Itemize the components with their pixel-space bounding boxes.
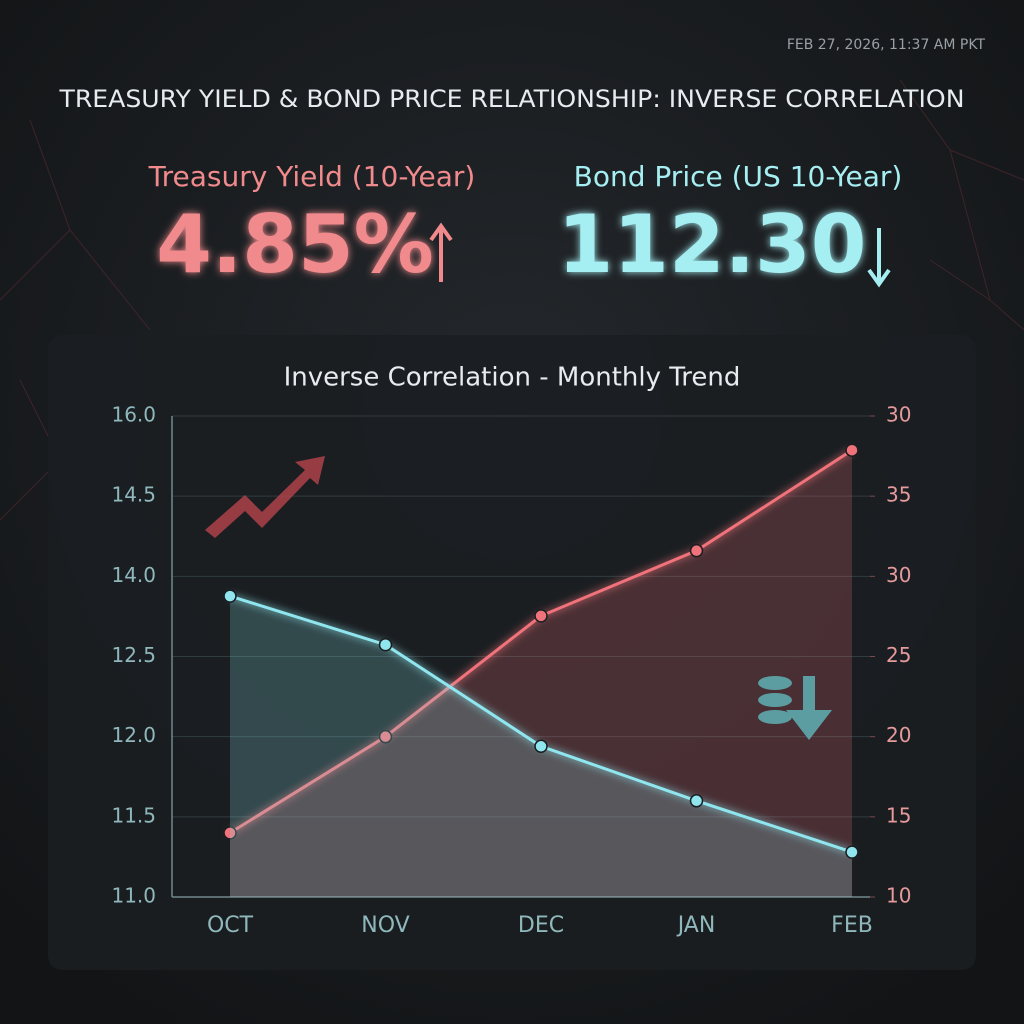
x-tick-label: NOV <box>361 913 409 938</box>
y-tick-label: 11.5 <box>111 803 156 827</box>
y-tick-label: 14.0 <box>111 563 156 587</box>
x-tick-label: FEB <box>831 913 873 938</box>
point <box>378 729 393 744</box>
timestamp: FEB 27, 2026, 11:37 AM PKT <box>787 37 986 53</box>
y-tick-label: 12.0 <box>111 723 156 747</box>
y2-tick-label: 30 <box>886 403 911 427</box>
trend-up-icon <box>205 456 325 538</box>
y2-tick-label: 30 <box>886 563 911 587</box>
page-title: TREASURY YIELD & BOND PRICE RELATIONSHIP… <box>58 85 964 113</box>
point <box>534 609 548 623</box>
y-tick-label: 12.5 <box>111 643 156 667</box>
metric-label: Treasury Yield (10-Year) <box>148 160 476 193</box>
point <box>689 543 704 558</box>
x-tick-label: JAN <box>676 913 716 938</box>
x-tick-label: OCT <box>207 913 254 938</box>
point <box>689 794 704 808</box>
point <box>534 739 548 754</box>
y-tick-label: 11.0 <box>111 884 156 908</box>
point <box>378 637 393 652</box>
y2-tick-label: 25 <box>886 643 911 667</box>
down-arrow-icon <box>867 228 891 288</box>
point <box>845 845 859 859</box>
point <box>223 826 237 840</box>
y2-tick-label: 20 <box>886 723 911 747</box>
metric-value: 4.85% <box>156 198 434 291</box>
plot: 11.0 11.5 12.0 12.5 14.0 14.5 16.0 10 15 20 25 30 35… <box>111 403 911 939</box>
y2-tick-label: 35 <box>886 483 911 507</box>
chart-title: Inverse Correlation - Monthly Trend <box>284 363 741 393</box>
metric-label: Bond Price (US 10-Year) <box>574 160 903 193</box>
coin-down-icon <box>758 676 832 740</box>
y-tick-label: 14.5 <box>111 483 156 507</box>
y-tick-label: 16.0 <box>111 403 156 427</box>
point <box>845 443 859 457</box>
up-arrow-icon <box>429 222 453 282</box>
point <box>223 589 237 603</box>
y2-tick-label: 15 <box>886 803 911 827</box>
area <box>230 450 852 897</box>
x-tick-label: DEC <box>518 913 564 938</box>
metric-value: 112.30 <box>558 198 867 291</box>
y2-tick-label: 10 <box>886 884 911 908</box>
chart-panel <box>48 335 976 970</box>
